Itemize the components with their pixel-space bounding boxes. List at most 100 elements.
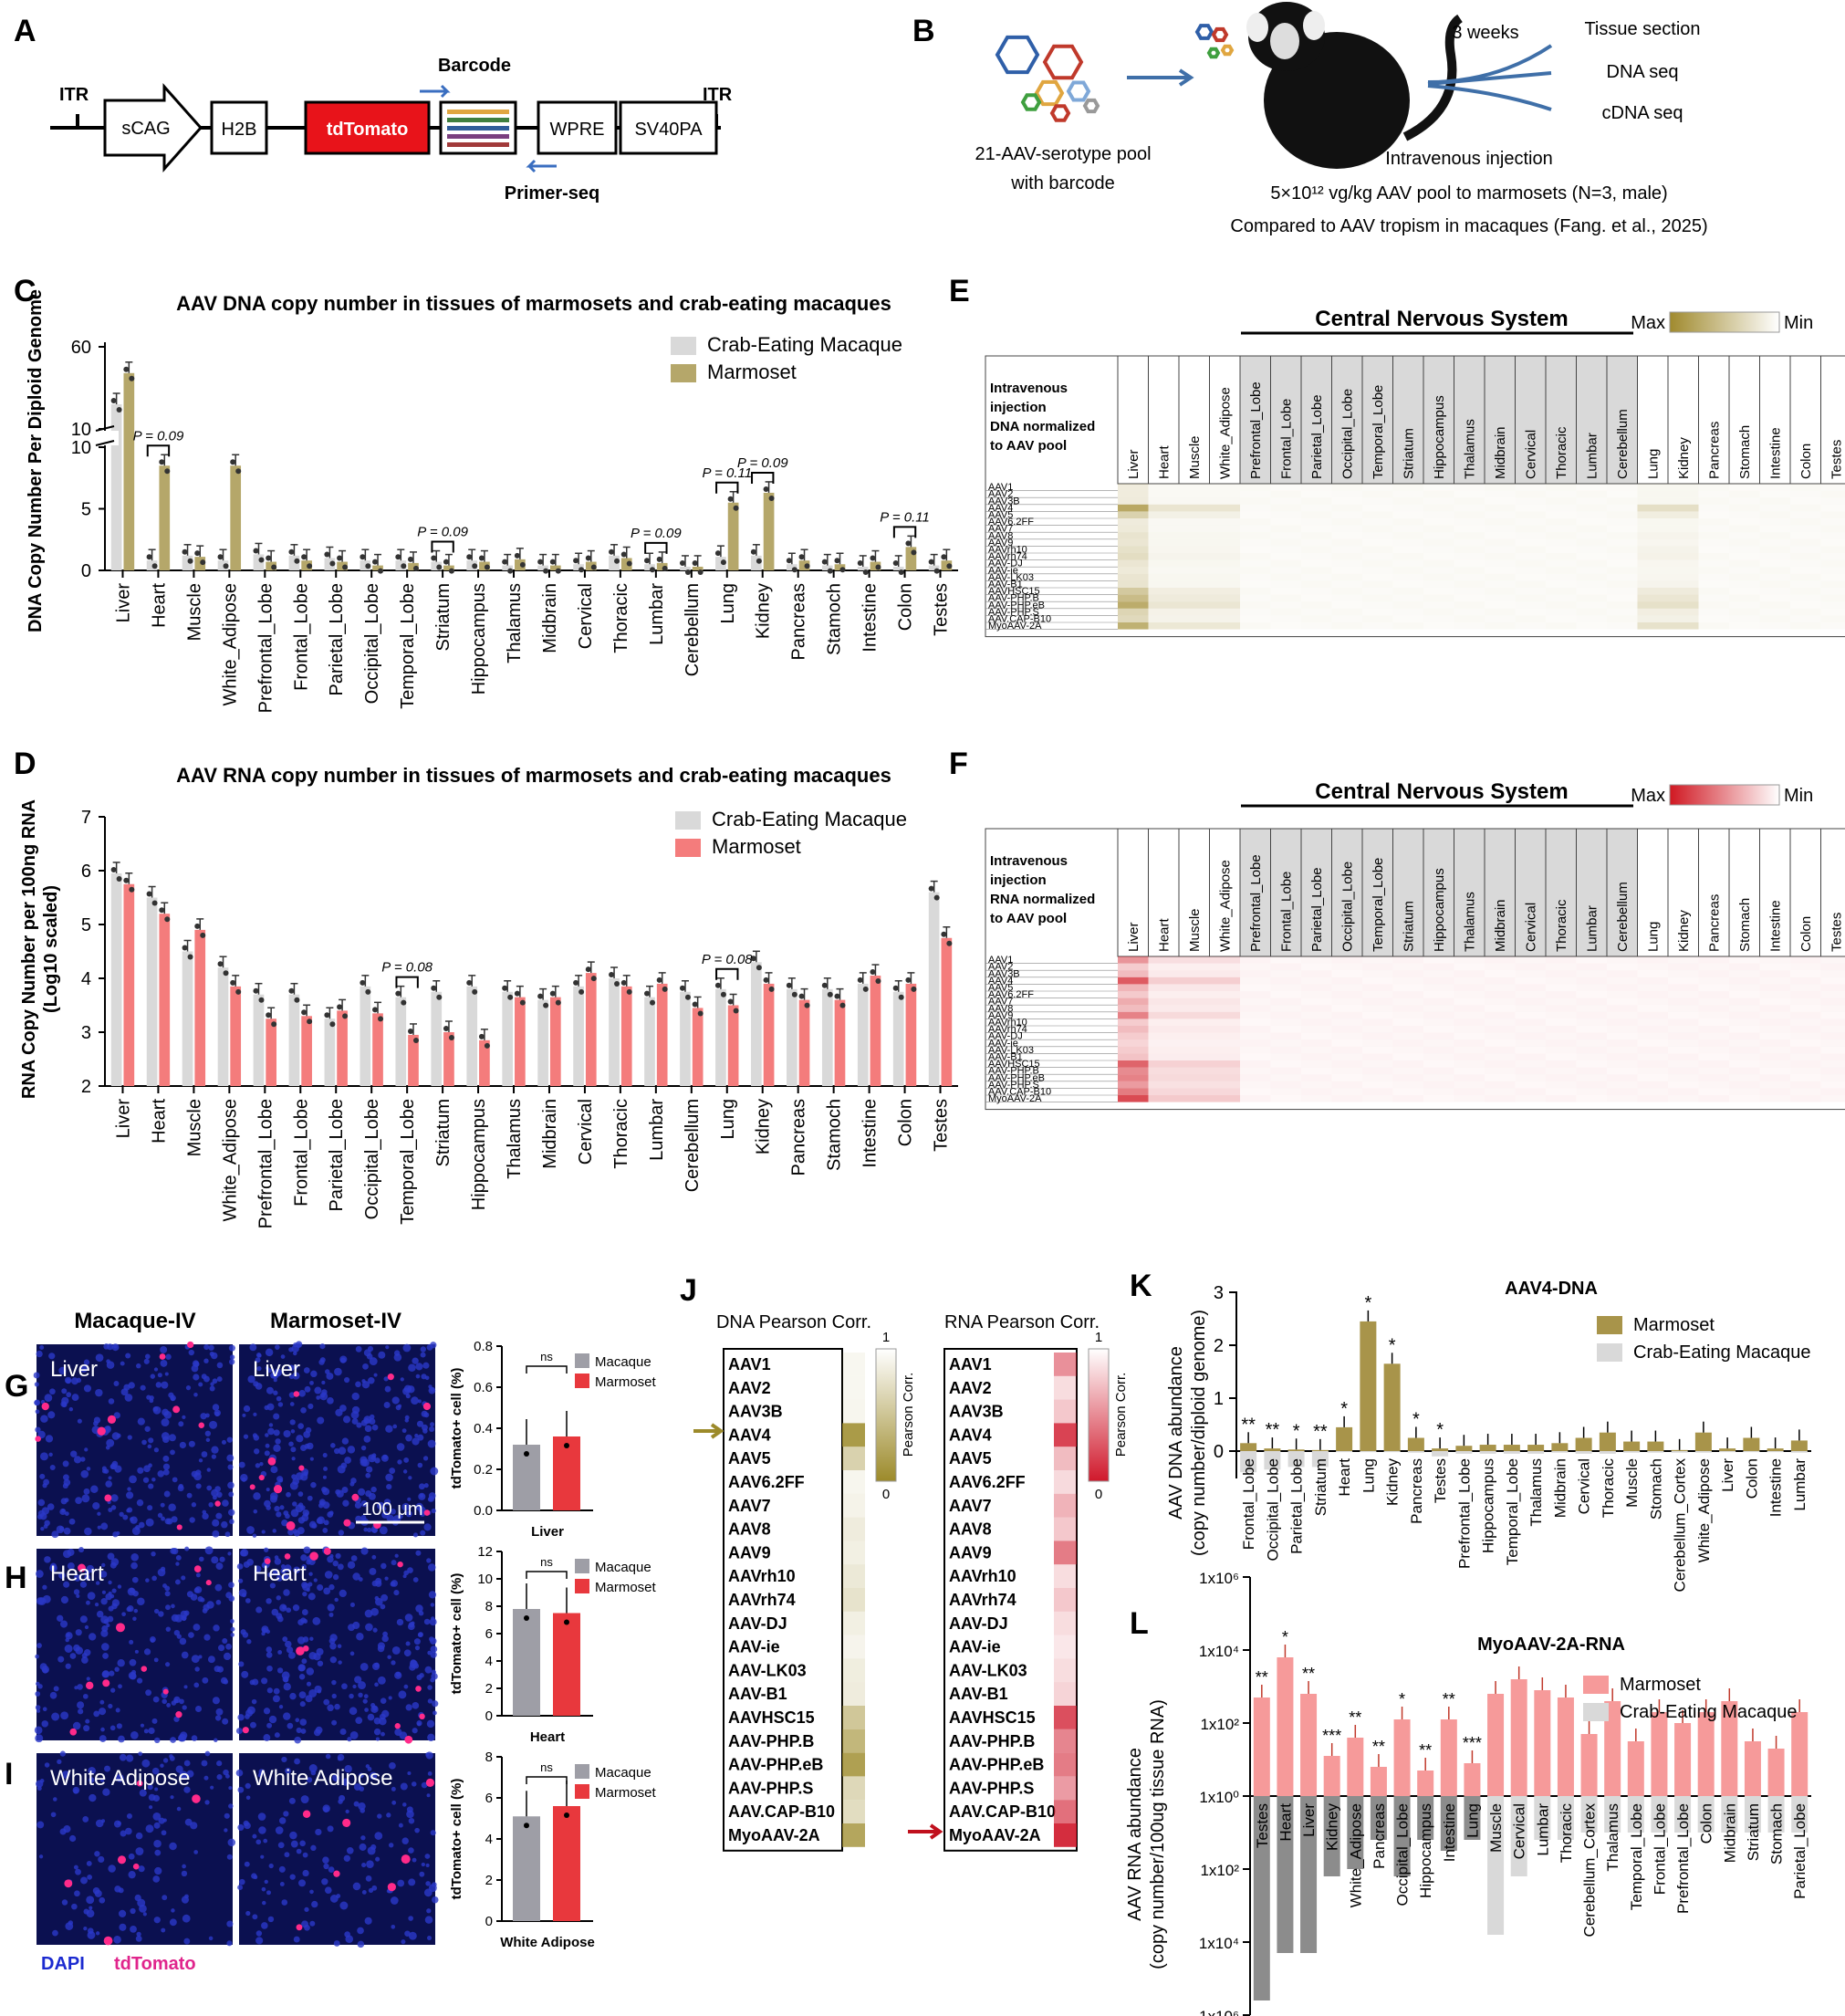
heatmap-cell: [1546, 532, 1577, 539]
heatmap-cell: [1331, 615, 1362, 622]
heatmap-cell: [1270, 1046, 1301, 1054]
heatmap-cell: [1729, 1039, 1760, 1047]
heatmap-cell: [1607, 1026, 1638, 1033]
construct-box: [537, 100, 618, 155]
heatmap-cell: [1577, 553, 1608, 560]
dapi-nucleus: [86, 1600, 90, 1605]
heatmap-cell: [1790, 984, 1821, 991]
dna-corr-cell: [842, 1399, 865, 1424]
dapi-nucleus: [334, 1703, 340, 1710]
aav-capsid-icon: [1042, 44, 1084, 80]
heatmap-cell: [1301, 622, 1332, 630]
heatmap-cell: [1118, 588, 1149, 595]
dapi-nucleus: [322, 1856, 329, 1865]
tdtomato-cell: [78, 1563, 86, 1572]
dapi-nucleus: [102, 1652, 109, 1659]
dapi-nucleus: [377, 1501, 385, 1510]
heatmap-cell: [1179, 484, 1210, 491]
dapi-nucleus: [102, 1788, 110, 1796]
heatmap-cell: [1759, 504, 1790, 512]
heatmap-cell: [1759, 1074, 1790, 1081]
heatmap-cell: [1362, 1060, 1393, 1068]
dapi-nucleus: [355, 1381, 361, 1388]
heatmap-cell: [1485, 984, 1516, 991]
heatmap-cell: [1729, 594, 1760, 602]
dapi-nucleus: [339, 1728, 347, 1736]
dapi-nucleus: [33, 1372, 40, 1379]
heatmap-cell: [1821, 1081, 1845, 1089]
heatmap-cell: [1820, 963, 1845, 971]
dapi-nucleus: [61, 1899, 68, 1906]
dapi-nucleus: [252, 1533, 257, 1538]
heatmap-cell: [1240, 970, 1271, 977]
heatmap-cell: [1148, 1018, 1179, 1026]
x-tick-label: Liver: [1719, 1458, 1736, 1492]
data-point: [834, 993, 840, 999]
heatmap-cell: [1668, 594, 1699, 602]
dapi-nucleus: [351, 1417, 359, 1425]
heatmap-cell: [1576, 977, 1607, 985]
y-axis-label: DNA Copy Number Per Diploid Genome: [26, 289, 46, 632]
data-point: [146, 891, 152, 897]
rna-corr-cell: [1054, 1423, 1077, 1447]
bar-Midbrain-1: [549, 997, 561, 1086]
dapi-nucleus: [130, 1925, 137, 1933]
marmoset-bar: [1674, 1723, 1692, 1796]
tdtomato-cell: [323, 1547, 331, 1555]
dapi-nucleus: [255, 1606, 263, 1614]
dapi-nucleus: [86, 1564, 95, 1573]
dapi-nucleus: [176, 1806, 182, 1812]
dapi-nucleus: [67, 1562, 75, 1570]
heatmap-E: Central Nervous System Max MinIntravenousi…: [985, 307, 1845, 638]
dapi-nucleus: [308, 1582, 313, 1587]
dna-corr-cell: [842, 1588, 865, 1612]
heatmap-cell: [1698, 1011, 1729, 1019]
heatmap-cell: [1179, 525, 1210, 533]
heatmap-cell: [1301, 491, 1332, 498]
heatmap-cell: [1423, 1081, 1454, 1089]
heatmap-cell: [1759, 1018, 1790, 1026]
heatmap-cell: [1179, 588, 1210, 595]
heatmap-cell: [1820, 1005, 1845, 1012]
data-point: [564, 1812, 569, 1818]
data-point: [543, 568, 549, 574]
data-point: [159, 459, 165, 465]
x-axis-label: White Adipose: [500, 1935, 595, 1950]
dapi-nucleus: [266, 1646, 273, 1653]
heatmap-cell: [1331, 518, 1362, 526]
micrograph-tissue-label: Liver: [50, 1357, 98, 1382]
y-tick-label: 1: [1214, 1389, 1224, 1409]
heatmap-cell: [1331, 998, 1362, 1006]
data-point: [870, 969, 876, 976]
heatmap-cell: [1759, 1026, 1790, 1033]
heatmap-cell: [1118, 511, 1149, 518]
heatmap-cell: [1820, 1074, 1845, 1081]
heatmap-cell: [1759, 1095, 1790, 1102]
data-point: [294, 558, 300, 564]
x-tick-label: Stomach: [1647, 1458, 1664, 1520]
heatmap-cell: [1515, 963, 1546, 971]
dapi-nucleus: [263, 1734, 271, 1741]
dapi-nucleus: [171, 1908, 175, 1913]
dapi-nucleus: [428, 1386, 436, 1394]
dna-pointer-arrowhead: [710, 1423, 724, 1439]
dapi-nucleus: [317, 1583, 324, 1592]
heatmap-cell: [1301, 526, 1332, 533]
heatmap-cell: [1698, 497, 1729, 505]
dapi-nucleus: [108, 1580, 112, 1585]
rna-corr-cell: [1054, 1776, 1077, 1801]
dapi-nucleus: [83, 1927, 88, 1931]
data-point: [714, 550, 721, 557]
tdtomato-cell: [394, 1723, 401, 1729]
column-header-cell: [1300, 355, 1332, 485]
dapi-nucleus: [36, 1786, 42, 1791]
macaque-bar: [1527, 1451, 1545, 1454]
dapi-nucleus: [332, 1560, 339, 1567]
dapi-nucleus: [362, 1698, 368, 1704]
dapi-nucleus: [49, 1691, 57, 1699]
dapi-nucleus: [366, 1860, 374, 1868]
data-point: [253, 987, 259, 994]
heatmap-cell: [1820, 559, 1845, 568]
injection-label: Intravenous injection: [1385, 149, 1552, 169]
heatmap-cell: [1729, 956, 1760, 964]
